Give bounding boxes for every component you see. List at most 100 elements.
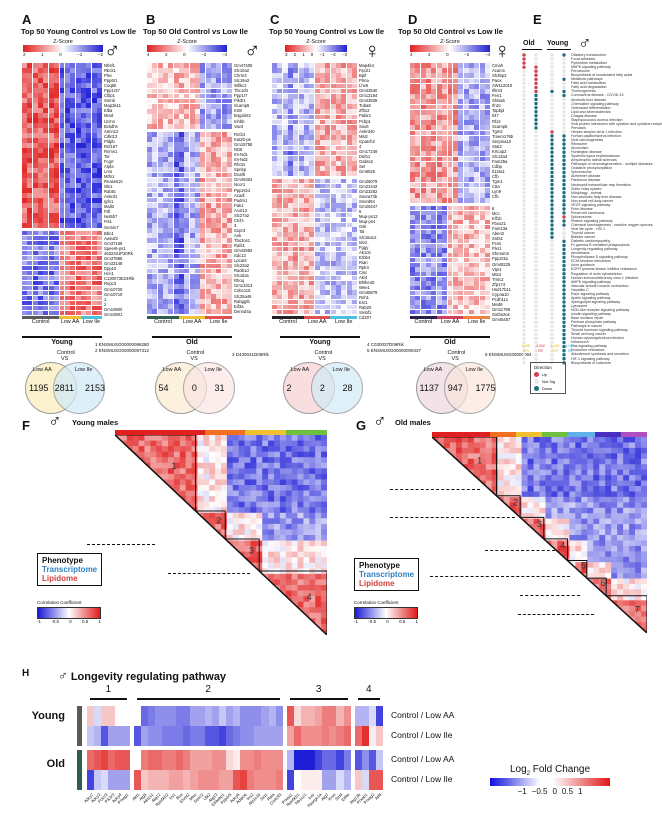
heatmap-cell	[27, 236, 32, 240]
heatmap-cell	[474, 136, 479, 141]
correlation-cell	[298, 585, 304, 591]
kegg-dot	[562, 110, 565, 113]
heatmap-cell	[65, 188, 70, 193]
heatmap-cell	[453, 267, 458, 271]
kegg-dot	[562, 195, 565, 198]
male-symbol-icon: ♂	[578, 34, 592, 52]
kegg-dot	[550, 86, 553, 89]
heatmap-cell	[272, 99, 277, 104]
heatmap-cell	[431, 305, 436, 309]
heatmap-cell	[331, 151, 336, 156]
legend-item-label: Up	[542, 372, 547, 377]
heatmap-cell	[81, 198, 86, 203]
heatmap-cell	[227, 124, 232, 129]
heatmap-cell	[410, 193, 415, 198]
heatmap-cell	[65, 213, 70, 218]
heatmap-cell	[442, 296, 447, 300]
kegg-dot	[534, 203, 537, 206]
heatmap-cell	[54, 218, 59, 223]
heatmap-cell	[325, 184, 330, 188]
heatmap-cell	[293, 295, 298, 299]
kegg-dot	[534, 292, 537, 295]
heatmap-cell	[341, 104, 346, 109]
heatmap-cell	[92, 281, 97, 285]
heatmap-cell	[174, 274, 179, 279]
correlation-cell	[303, 602, 309, 608]
heatmap-cell	[222, 104, 227, 109]
heatmap-cell	[54, 301, 59, 305]
heatmap-cell	[184, 63, 189, 68]
heatmap-cell	[431, 157, 436, 162]
heatmap-cell	[352, 94, 357, 99]
correlation-cell	[563, 497, 569, 503]
correlation-cell	[528, 513, 534, 519]
kegg-dot	[522, 244, 525, 247]
heatmap-cell	[325, 213, 330, 217]
heatmap-cell	[347, 237, 352, 241]
heatmap-cell	[195, 274, 200, 279]
heatmap-cell	[293, 242, 298, 246]
heatmap-cell	[309, 232, 314, 236]
heatmap-cell	[49, 218, 54, 223]
heatmap-cell	[410, 267, 415, 271]
kegg-dot	[522, 98, 525, 101]
heatmap-cell	[70, 173, 75, 178]
legend-dot-icon	[534, 379, 539, 384]
heatmap-cell	[469, 110, 474, 115]
heatmap-cell	[92, 256, 97, 260]
heatmap-cell	[27, 291, 32, 295]
heatmap-cell	[227, 193, 232, 198]
heatmap-cell	[485, 105, 490, 110]
heatmap-cell	[299, 166, 304, 171]
heatmap-cell	[474, 215, 479, 219]
heatmap-cell	[458, 172, 463, 177]
correlation-cell	[605, 442, 611, 448]
heatmap-cell	[453, 248, 458, 252]
heatmap-cell	[293, 203, 298, 207]
heatmap-cell	[442, 220, 447, 224]
heatmap-cell	[174, 142, 179, 147]
heatmap-cell	[458, 310, 463, 314]
male-symbol-icon: ♂	[104, 40, 121, 62]
correlation-cell	[156, 446, 162, 452]
heatmap-cell	[206, 188, 211, 193]
heatmap-cell	[76, 271, 81, 275]
heatmap-cell	[92, 198, 97, 203]
correlation-cell	[209, 468, 215, 474]
heatmap-cell	[65, 108, 70, 113]
heatmap-cell	[200, 188, 205, 193]
heatmap-cell	[33, 246, 38, 250]
correlation-cell	[186, 463, 192, 469]
direction-legend-item: Down	[534, 386, 562, 391]
heatmap-cell	[97, 286, 102, 290]
heatmap-cell	[442, 115, 447, 120]
heatmap-cell	[227, 299, 232, 304]
kegg-dot	[562, 232, 565, 235]
kegg-dot	[550, 53, 553, 56]
heatmap-cell	[426, 157, 431, 162]
heatmap-cell	[309, 290, 314, 294]
heatmap-cell	[222, 238, 227, 243]
heatmap-cell	[431, 99, 436, 104]
heatmap-cell	[437, 172, 442, 177]
heatmap-cell	[65, 123, 70, 128]
heatmap-cell	[43, 88, 48, 93]
heatmap-cell	[336, 63, 341, 68]
heatmap-cell	[222, 167, 227, 172]
correlation-cell	[162, 474, 168, 480]
kegg-dot	[534, 130, 537, 133]
heatmap-cell	[38, 241, 43, 245]
heatmap-cell	[92, 231, 97, 235]
heatmap-cell	[200, 167, 205, 172]
heatmap-cell	[33, 213, 38, 218]
correlation-cell	[262, 463, 268, 469]
heatmap-cell	[76, 198, 81, 203]
heatmap-cell	[174, 114, 179, 119]
heatmap-cell	[304, 247, 309, 251]
correlation-cell	[233, 463, 239, 469]
heatmap-cell	[458, 234, 463, 238]
heatmap-cell	[341, 285, 346, 289]
heatmap-cell	[426, 73, 431, 78]
heatmap-cell	[65, 78, 70, 83]
heatmap-cell	[147, 228, 152, 233]
